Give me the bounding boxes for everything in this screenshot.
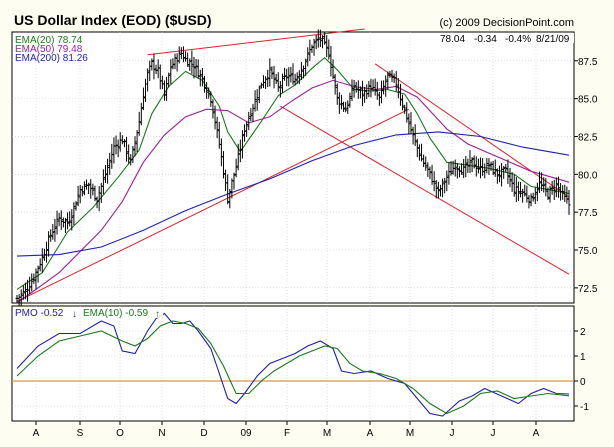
pmo-line-ema10 <box>16 320 570 415</box>
legend-pmo-value: -0.52 <box>41 308 64 319</box>
legend-ema50-label: EMA(50) <box>15 44 54 55</box>
pmo-legend: PMO -0.52 ↓ EMA(10) -0.59 ↑ <box>13 307 163 320</box>
price-y-tick-label: 72.5 <box>578 284 598 295</box>
pmo-down-arrow-icon: ↓ <box>72 309 77 320</box>
legend-backdrop <box>13 33 113 63</box>
x-tick-label: A <box>33 428 40 439</box>
price-legend: EMA(20) 78.74 EMA(50) 79.48 EMA(200) 81.… <box>13 33 113 64</box>
trend-line <box>16 108 410 302</box>
quote-backdrop <box>438 33 574 43</box>
x-tick-label: J <box>491 428 496 439</box>
quote-line: 78.04 -0.34 -0.4% 8/21/09 <box>438 33 574 45</box>
pmo-y-tick-label: 2 <box>580 327 586 338</box>
legend-ema20: EMA(20) 78.74 <box>15 35 83 46</box>
x-tick-label: N <box>158 428 165 439</box>
price-y-tick-label: 77.5 <box>578 208 598 219</box>
quote-last: 78.04 <box>440 34 465 45</box>
price-bars <box>15 29 571 309</box>
legend-ema200: EMA(200) 81.26 <box>15 53 88 64</box>
ema10-up-arrow-icon: ↑ <box>155 309 160 320</box>
x-tick-label: A <box>367 428 374 439</box>
legend-ema200-value: 81.26 <box>63 53 88 64</box>
price-lines <box>15 28 571 309</box>
ema-line-ema50 <box>16 79 570 304</box>
price-y-tick-labels: 72.5 75.0 77.5 80.0 82.5 85.0 87.5 <box>574 57 598 295</box>
trend-line <box>374 63 570 198</box>
legend-ema50-value: 79.48 <box>57 44 82 55</box>
legend-ema10-value: -0.59 <box>125 308 148 319</box>
ema-line-ema200 <box>16 131 570 257</box>
x-tick-label: M <box>323 428 331 439</box>
price-y-tick-label: 85.0 <box>578 95 598 106</box>
quote-change: -0.34 <box>474 34 497 45</box>
price-y-tick-label: 75.0 <box>578 246 598 257</box>
pmo-y-tick-label: 0 <box>580 377 586 388</box>
x-tick-label: M <box>406 428 414 439</box>
pmo-y-tick-label: 1 <box>580 352 586 363</box>
pmo-y-tick-label: -1 <box>580 402 589 413</box>
x-tick-label: A <box>533 428 540 439</box>
legend-pmo-label: PMO <box>15 308 38 319</box>
pmo-lines <box>16 312 570 417</box>
pmo-y-tick-labels: 2 1 0 -1 <box>574 327 589 413</box>
legend-ema50: EMA(50) 79.48 <box>15 44 83 55</box>
quote-pct: -0.4% <box>505 34 531 45</box>
price-y-tick-label: 87.5 <box>578 57 598 68</box>
legend-ema20-value: 78.74 <box>57 35 82 46</box>
chart-title: US Dollar Index (EOD) ($USD) <box>14 12 212 28</box>
legend-ema200-label: EMA(200) <box>15 53 60 64</box>
x-tick-label: 09 <box>240 428 252 439</box>
legend-ema10: EMA(10) -0.59 <box>83 308 148 319</box>
legend-pmo: PMO -0.52 <box>15 308 64 319</box>
pmo-panel <box>11 305 575 422</box>
x-tick-label: J <box>450 428 455 439</box>
x-tick-label: O <box>116 428 124 439</box>
trend-line <box>280 105 570 275</box>
legend-ema20-label: EMA(20) <box>15 35 54 46</box>
price-y-tick-label: 80.0 <box>578 170 598 181</box>
legend-ema10-label: EMA(10) <box>83 308 122 319</box>
x-axis: A S O N D 09 F M A M J J A <box>33 421 540 439</box>
price-y-tick-label: 82.5 <box>578 132 598 143</box>
copyright-text: (c) 2009 DecisionPoint.com <box>439 17 574 29</box>
pmo-line-pmo <box>16 312 570 417</box>
x-tick-label: D <box>200 428 207 439</box>
x-tick-label: F <box>284 428 290 439</box>
pmo-legend-backdrop <box>13 307 163 318</box>
quote-date: 8/21/09 <box>536 34 570 45</box>
x-tick-label: S <box>77 428 84 439</box>
